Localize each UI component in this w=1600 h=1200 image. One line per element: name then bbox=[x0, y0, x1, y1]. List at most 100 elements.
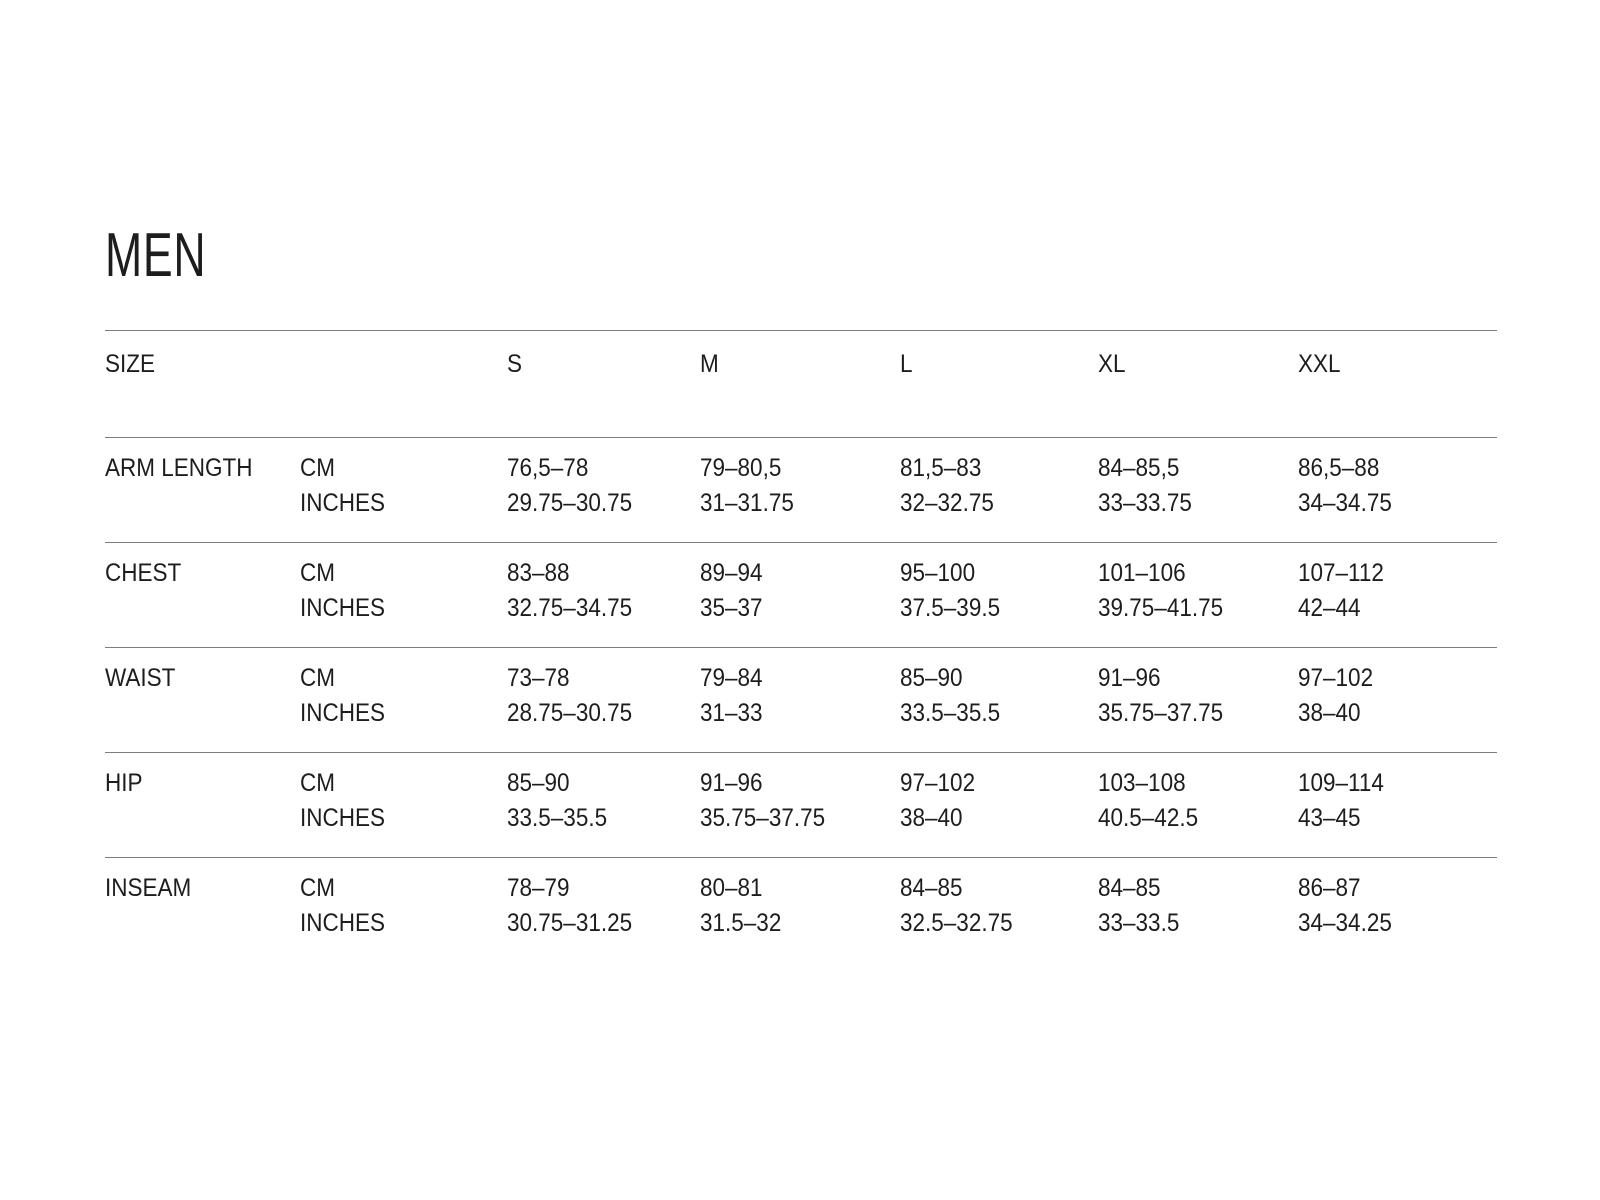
inches-value: 34–34.25 bbox=[1298, 909, 1392, 937]
row-label: INSEAM bbox=[105, 874, 192, 902]
size-chart-table: SIZE S M L XL XXL ARM LENGTH CM INCHES 7… bbox=[105, 330, 1497, 962]
inches-value: 31–31.75 bbox=[700, 489, 794, 517]
size-column-header: M bbox=[700, 347, 900, 437]
table-row: CHEST CM INCHES 83–88 32.75–34.75 89–94 … bbox=[105, 542, 1497, 647]
unit-cell: CM INCHES bbox=[300, 661, 507, 752]
inches-value: 33–33.75 bbox=[1098, 489, 1192, 517]
inches-value: 39.75–41.75 bbox=[1098, 594, 1224, 622]
row-label-cell: WAIST bbox=[105, 661, 300, 752]
size-column-label: S bbox=[507, 350, 523, 378]
inches-value: 34–34.75 bbox=[1298, 489, 1392, 517]
cm-value: 109–114 bbox=[1298, 769, 1384, 797]
unit-cm-label: CM bbox=[300, 454, 336, 482]
page-title: MEN bbox=[105, 221, 207, 290]
table-row: ARM LENGTH CM INCHES 76,5–78 29.75–30.75… bbox=[105, 437, 1497, 542]
inches-value: 35.75–37.75 bbox=[1098, 699, 1224, 727]
cm-value: 91–96 bbox=[700, 769, 763, 797]
size-column-header: S bbox=[507, 347, 700, 437]
value-cell: 83–88 32.75–34.75 bbox=[507, 556, 700, 647]
value-cell: 76,5–78 29.75–30.75 bbox=[507, 451, 700, 542]
value-cell: 78–79 30.75–31.25 bbox=[507, 871, 700, 962]
cm-value: 97–102 bbox=[1298, 664, 1374, 692]
cm-value: 83–88 bbox=[507, 559, 570, 587]
size-label: SIZE bbox=[105, 350, 156, 378]
cm-value: 81,5–83 bbox=[900, 454, 982, 482]
inches-value: 33–33.5 bbox=[1098, 909, 1180, 937]
size-column-label: L bbox=[900, 350, 913, 378]
unit-cell: CM INCHES bbox=[300, 556, 507, 647]
size-column-header: XL bbox=[1098, 347, 1298, 437]
value-cell: 81,5–83 32–32.75 bbox=[900, 451, 1098, 542]
value-cell: 91–96 35.75–37.75 bbox=[1098, 661, 1298, 752]
unit-cm-label: CM bbox=[300, 874, 336, 902]
cm-value: 80–81 bbox=[700, 874, 763, 902]
inches-value: 32–32.75 bbox=[900, 489, 994, 517]
inches-value: 40.5–42.5 bbox=[1098, 804, 1199, 832]
row-label-cell: CHEST bbox=[105, 556, 300, 647]
row-label: HIP bbox=[105, 769, 143, 797]
value-cell: 97–102 38–40 bbox=[1298, 661, 1497, 752]
cm-value: 85–90 bbox=[507, 769, 570, 797]
cm-value: 79–80,5 bbox=[700, 454, 782, 482]
inches-value: 31–33 bbox=[700, 699, 763, 727]
inches-value: 28.75–30.75 bbox=[507, 699, 633, 727]
cm-value: 84–85,5 bbox=[1098, 454, 1180, 482]
inches-value: 29.75–30.75 bbox=[507, 489, 633, 517]
row-label: ARM LENGTH bbox=[105, 454, 253, 482]
unit-cell: CM INCHES bbox=[300, 871, 507, 962]
unit-inches-label: INCHES bbox=[300, 594, 386, 622]
cm-value: 85–90 bbox=[900, 664, 963, 692]
inches-value: 32.5–32.75 bbox=[900, 909, 1013, 937]
inches-value: 38–40 bbox=[1298, 699, 1361, 727]
cm-value: 97–102 bbox=[900, 769, 976, 797]
size-column-header: XXL bbox=[1298, 347, 1497, 437]
cm-value: 78–79 bbox=[507, 874, 570, 902]
value-cell: 79–84 31–33 bbox=[700, 661, 900, 752]
size-column-header: L bbox=[900, 347, 1098, 437]
inches-value: 37.5–39.5 bbox=[900, 594, 1001, 622]
table-body: ARM LENGTH CM INCHES 76,5–78 29.75–30.75… bbox=[105, 437, 1497, 962]
header-row: SIZE S M L XL XXL bbox=[105, 330, 1497, 437]
cm-value: 91–96 bbox=[1098, 664, 1161, 692]
cm-value: 86,5–88 bbox=[1298, 454, 1380, 482]
unit-cell: CM INCHES bbox=[300, 766, 507, 857]
unit-cm-label: CM bbox=[300, 664, 336, 692]
unit-cm-label: CM bbox=[300, 559, 336, 587]
value-cell: 97–102 38–40 bbox=[900, 766, 1098, 857]
unit-cell: CM INCHES bbox=[300, 451, 507, 542]
size-column-label: XXL bbox=[1298, 350, 1341, 378]
row-label-cell: HIP bbox=[105, 766, 300, 857]
value-cell: 101–106 39.75–41.75 bbox=[1098, 556, 1298, 647]
inches-value: 43–45 bbox=[1298, 804, 1361, 832]
inches-value: 35–37 bbox=[700, 594, 763, 622]
row-label: CHEST bbox=[105, 559, 182, 587]
table-row: WAIST CM INCHES 73–78 28.75–30.75 79–84 … bbox=[105, 647, 1497, 752]
value-cell: 89–94 35–37 bbox=[700, 556, 900, 647]
cm-value: 95–100 bbox=[900, 559, 976, 587]
inches-value: 42–44 bbox=[1298, 594, 1361, 622]
cm-value: 86–87 bbox=[1298, 874, 1361, 902]
size-column-label: M bbox=[700, 350, 719, 378]
value-cell: 73–78 28.75–30.75 bbox=[507, 661, 700, 752]
row-label-cell: INSEAM bbox=[105, 871, 300, 962]
value-cell: 84–85 32.5–32.75 bbox=[900, 871, 1098, 962]
value-cell: 84–85,5 33–33.75 bbox=[1098, 451, 1298, 542]
cm-value: 89–94 bbox=[700, 559, 763, 587]
cm-value: 79–84 bbox=[700, 664, 763, 692]
unit-inches-label: INCHES bbox=[300, 489, 386, 517]
cm-value: 103–108 bbox=[1098, 769, 1186, 797]
inches-value: 33.5–35.5 bbox=[900, 699, 1001, 727]
inches-value: 31.5–32 bbox=[700, 909, 782, 937]
inches-value: 32.75–34.75 bbox=[507, 594, 633, 622]
value-cell: 86–87 34–34.25 bbox=[1298, 871, 1497, 962]
cm-value: 84–85 bbox=[900, 874, 963, 902]
cm-value: 73–78 bbox=[507, 664, 570, 692]
value-cell: 107–112 42–44 bbox=[1298, 556, 1497, 647]
inches-value: 38–40 bbox=[900, 804, 963, 832]
cm-value: 101–106 bbox=[1098, 559, 1186, 587]
size-column-label: XL bbox=[1098, 350, 1126, 378]
table-row: HIP CM INCHES 85–90 33.5–35.5 91–96 35.7… bbox=[105, 752, 1497, 857]
table-row: INSEAM CM INCHES 78–79 30.75–31.25 80–81… bbox=[105, 857, 1497, 962]
value-cell: 91–96 35.75–37.75 bbox=[700, 766, 900, 857]
